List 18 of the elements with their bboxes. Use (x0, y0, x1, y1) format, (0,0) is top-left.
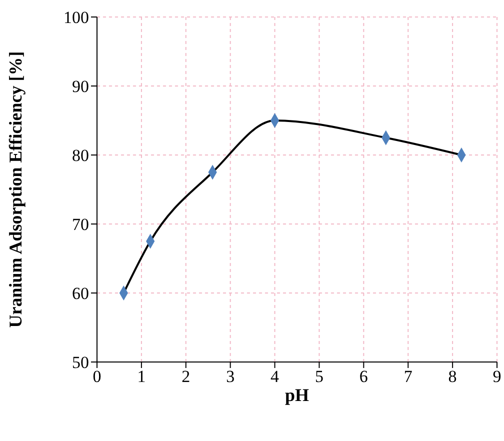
y-tick-label: 90 (72, 77, 89, 96)
y-tick-label: 80 (72, 146, 89, 166)
x-tick-label: 4 (270, 367, 280, 386)
y-axis-title: Uranium Adsorption Efficiency [%] (5, 51, 26, 328)
y-tick-label: 70 (72, 215, 89, 234)
y-tick-label: 60 (72, 284, 89, 304)
x-tick-label: 1 (137, 367, 146, 386)
x-tick-label: 9 (492, 367, 502, 386)
y-tick-label: 50 (72, 353, 89, 372)
x-tick-label: 8 (448, 367, 457, 386)
y-tick-label: 100 (64, 8, 89, 28)
x-tick-label: 0 (92, 367, 102, 386)
x-tick-label: 5 (314, 367, 324, 386)
x-axis-title: pH (284, 385, 310, 405)
x-tick-label: 2 (182, 367, 190, 386)
x-tick-label: 7 (404, 367, 413, 386)
x-tick-label: 3 (226, 367, 235, 386)
x-tick-label: 6 (359, 367, 368, 386)
